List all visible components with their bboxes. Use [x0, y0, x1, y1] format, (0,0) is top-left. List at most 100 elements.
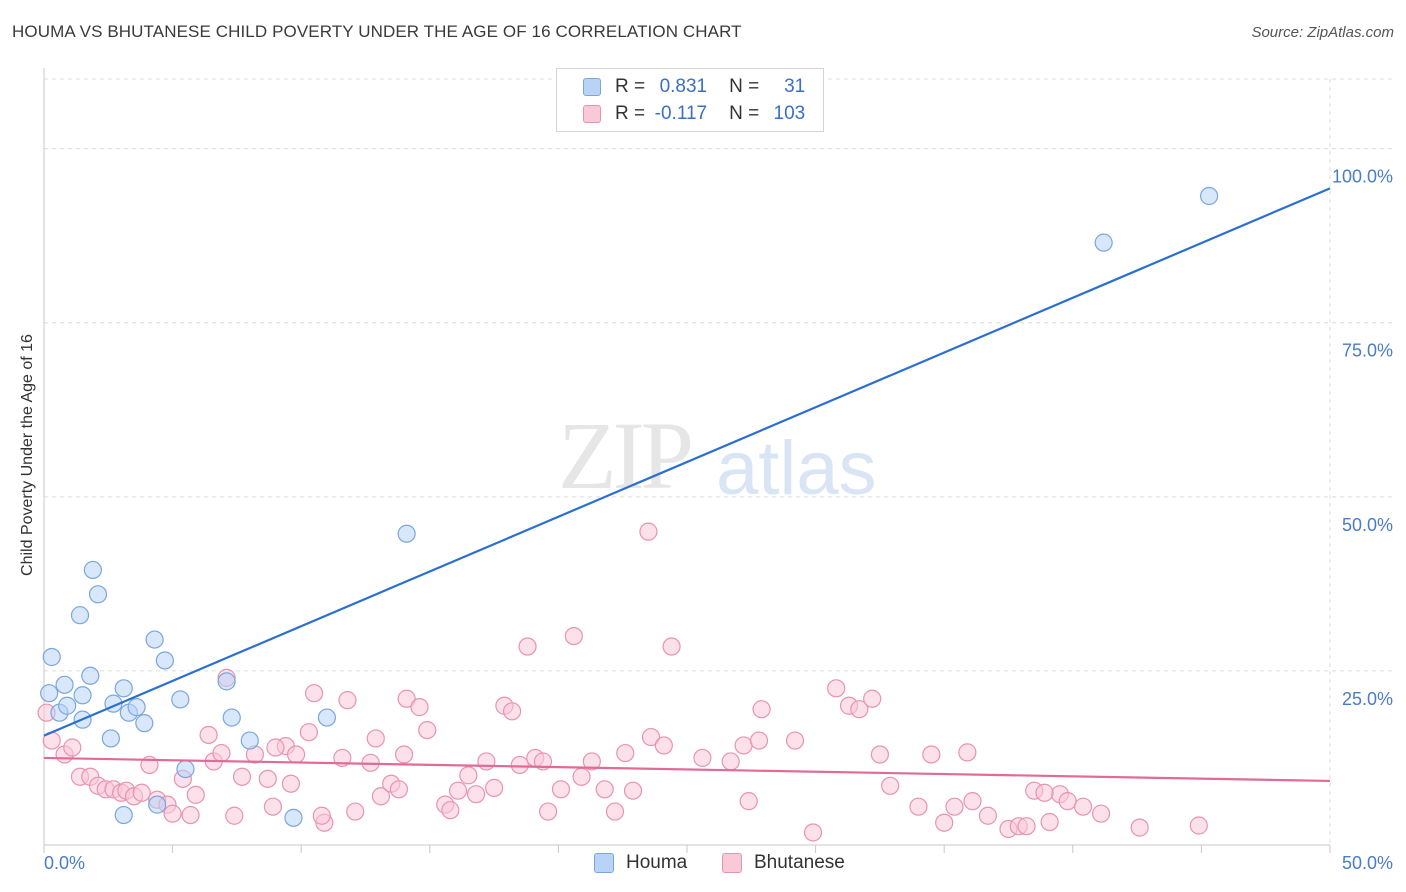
data-point-houma [42, 647, 61, 667]
data-point-houma [55, 675, 74, 694]
data-point-bhutanese [654, 736, 673, 755]
data-point-bhutanese [258, 769, 277, 788]
y-tick-label: 100.0% [1332, 167, 1393, 187]
data-point-bhutanese [1189, 816, 1208, 835]
data-point-bhutanese [132, 783, 151, 802]
source-label: Source: ZipAtlas.com [1251, 24, 1394, 41]
chart-title: HOUMA VS BHUTANESE CHILD POVERTY UNDER T… [12, 22, 742, 41]
data-point-houma [70, 606, 90, 625]
data-point-bhutanese [978, 806, 998, 825]
legend-n-label: N = [729, 76, 760, 97]
legend-r-value: -0.117 [654, 103, 708, 124]
data-point-bhutanese [410, 698, 429, 717]
data-point-bhutanese [785, 731, 805, 750]
data-point-bhutanese [477, 752, 496, 771]
legend-r-label: R = [615, 103, 646, 124]
data-point-bhutanese [299, 723, 319, 742]
data-point-bhutanese [232, 767, 252, 786]
data-point-bhutanese [338, 691, 357, 710]
data-point-bhutanese [441, 801, 460, 820]
data-point-bhutanese [1058, 792, 1077, 811]
data-point-bhutanese [1130, 818, 1149, 837]
data-point-bhutanese [616, 743, 635, 763]
data-point-houma [148, 795, 167, 814]
watermark-zip: ZIP [558, 402, 694, 509]
data-point-bhutanese [510, 755, 529, 775]
data-point-bhutanese [1091, 804, 1111, 823]
data-point-bhutanese [371, 787, 391, 806]
legend-swatch-bhutanese [583, 105, 601, 123]
data-point-bhutanese [752, 700, 771, 719]
data-point-bhutanese [266, 738, 285, 757]
data-point-bhutanese [286, 745, 306, 764]
data-point-bhutanese [304, 684, 324, 703]
data-point-bhutanese [389, 780, 409, 799]
data-point-houma [73, 686, 92, 705]
y-tick-label: 75.0% [1342, 341, 1393, 361]
data-point-bhutanese [485, 778, 504, 797]
bottom-legend-label-houma: Houma [626, 852, 688, 873]
data-point-bhutanese [1073, 797, 1093, 816]
data-points [37, 186, 1219, 842]
data-point-bhutanese [734, 736, 753, 755]
data-point-bhutanese [1017, 817, 1036, 836]
data-point-bhutanese [448, 781, 468, 800]
grid-lines [44, 78, 1395, 845]
data-point-bhutanese [870, 745, 890, 764]
data-point-houma [101, 729, 120, 748]
bottom-legend-label-bhutanese: Bhutanese [754, 852, 845, 873]
data-point-bhutanese [212, 743, 231, 763]
data-point-houma [397, 524, 416, 543]
data-point-houma [240, 731, 259, 750]
data-point-houma [217, 672, 236, 691]
data-point-bhutanese [466, 785, 486, 804]
data-point-houma [58, 696, 77, 715]
data-point-bhutanese [963, 792, 982, 811]
data-point-bhutanese [605, 802, 625, 821]
correlation-legend: R = 0.831 N = 31 R = -0.117 N = 103 [556, 68, 824, 132]
data-point-bhutanese [397, 689, 416, 708]
data-point-bhutanese [639, 522, 658, 541]
data-point-bhutanese [394, 745, 414, 764]
data-point-bhutanese [503, 702, 522, 721]
data-point-bhutanese [572, 767, 591, 786]
legend-row-bhutanese: R = -0.117 N = 103 [583, 102, 805, 126]
data-point-bhutanese [935, 813, 954, 832]
data-point-houma [81, 666, 100, 685]
data-point-bhutanese [199, 725, 218, 745]
data-point-houma [83, 560, 102, 580]
data-point-bhutanese [863, 689, 882, 708]
data-point-bhutanese [803, 823, 823, 842]
data-point-bhutanese [418, 720, 437, 740]
data-point-bhutanese [63, 738, 82, 757]
data-point-bhutanese [281, 774, 301, 793]
data-point-bhutanese [564, 626, 583, 646]
data-point-bhutanese [186, 785, 205, 804]
data-point-houma [1094, 233, 1113, 252]
bottom-legend-swatch-bhutanese [722, 853, 742, 873]
data-point-houma [1200, 186, 1219, 206]
data-point-bhutanese [662, 637, 681, 656]
data-point-bhutanese [850, 700, 869, 719]
data-point-bhutanese [749, 731, 769, 750]
data-point-bhutanese [533, 752, 553, 771]
data-point-houma [176, 759, 195, 779]
data-point-houma [135, 714, 154, 733]
data-point-bhutanese [945, 797, 964, 816]
data-point-bhutanese [263, 797, 283, 816]
data-point-bhutanese [881, 776, 900, 795]
data-point-bhutanese [958, 743, 977, 762]
data-point-bhutanese [181, 805, 200, 825]
trend-line-bhutanese [43, 756, 1331, 783]
data-point-bhutanese [346, 802, 365, 821]
y-tick-label: 50.0% [1342, 515, 1393, 535]
legend-r-label: R = [615, 76, 646, 97]
bottom-legend-houma: Houma [594, 852, 687, 874]
legend-r-value: 0.831 [659, 76, 708, 97]
data-point-bhutanese [163, 804, 182, 823]
data-point-bhutanese [312, 806, 331, 825]
bottom-legend-swatch-houma [594, 853, 614, 873]
data-point-bhutanese [739, 792, 758, 811]
data-point-houma [155, 651, 174, 670]
